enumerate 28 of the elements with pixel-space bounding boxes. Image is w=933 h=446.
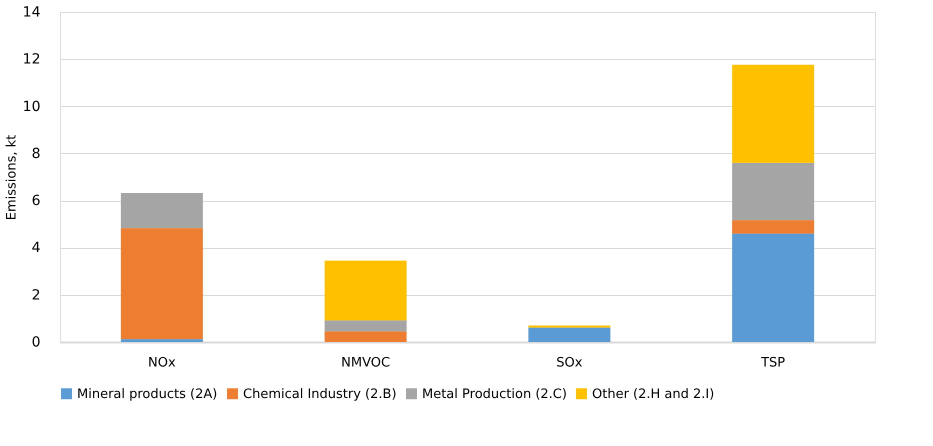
bar (120, 228, 203, 340)
bar (528, 328, 610, 342)
x-tick-label: NOx (148, 356, 176, 370)
y-tick-label: 12 (22, 52, 40, 68)
legend-label: Other (2.H and 2.I) (592, 386, 714, 402)
legend-label: Mineral products (2A) (77, 386, 218, 402)
y-tick-label: 2 (32, 287, 40, 304)
y-tick-label: 14 (22, 4, 41, 20)
y-tick-label: 6 (32, 193, 41, 210)
y-tick-label: 10 (22, 98, 40, 115)
bar (324, 260, 407, 320)
y-tick-label: 0 (32, 334, 40, 350)
bar (732, 64, 814, 163)
x-tick-label: SOx (556, 356, 583, 370)
bar (120, 339, 203, 342)
legend-label: Metal Production (2.C) (422, 386, 567, 402)
y-tick-label: 4 (32, 240, 41, 256)
bar (732, 220, 814, 234)
x-tick-label: TSP (760, 356, 786, 370)
y-tick-label: 8 (32, 146, 40, 162)
legend-label: Chemical Industry (2.B) (243, 386, 397, 402)
bar (732, 234, 814, 342)
x-tick-label: NMVOC (341, 356, 390, 370)
bar (732, 162, 814, 220)
bar (324, 320, 407, 332)
bar (324, 331, 407, 342)
y-axis-title: Emissions, kt (4, 134, 20, 220)
bar (120, 193, 203, 228)
